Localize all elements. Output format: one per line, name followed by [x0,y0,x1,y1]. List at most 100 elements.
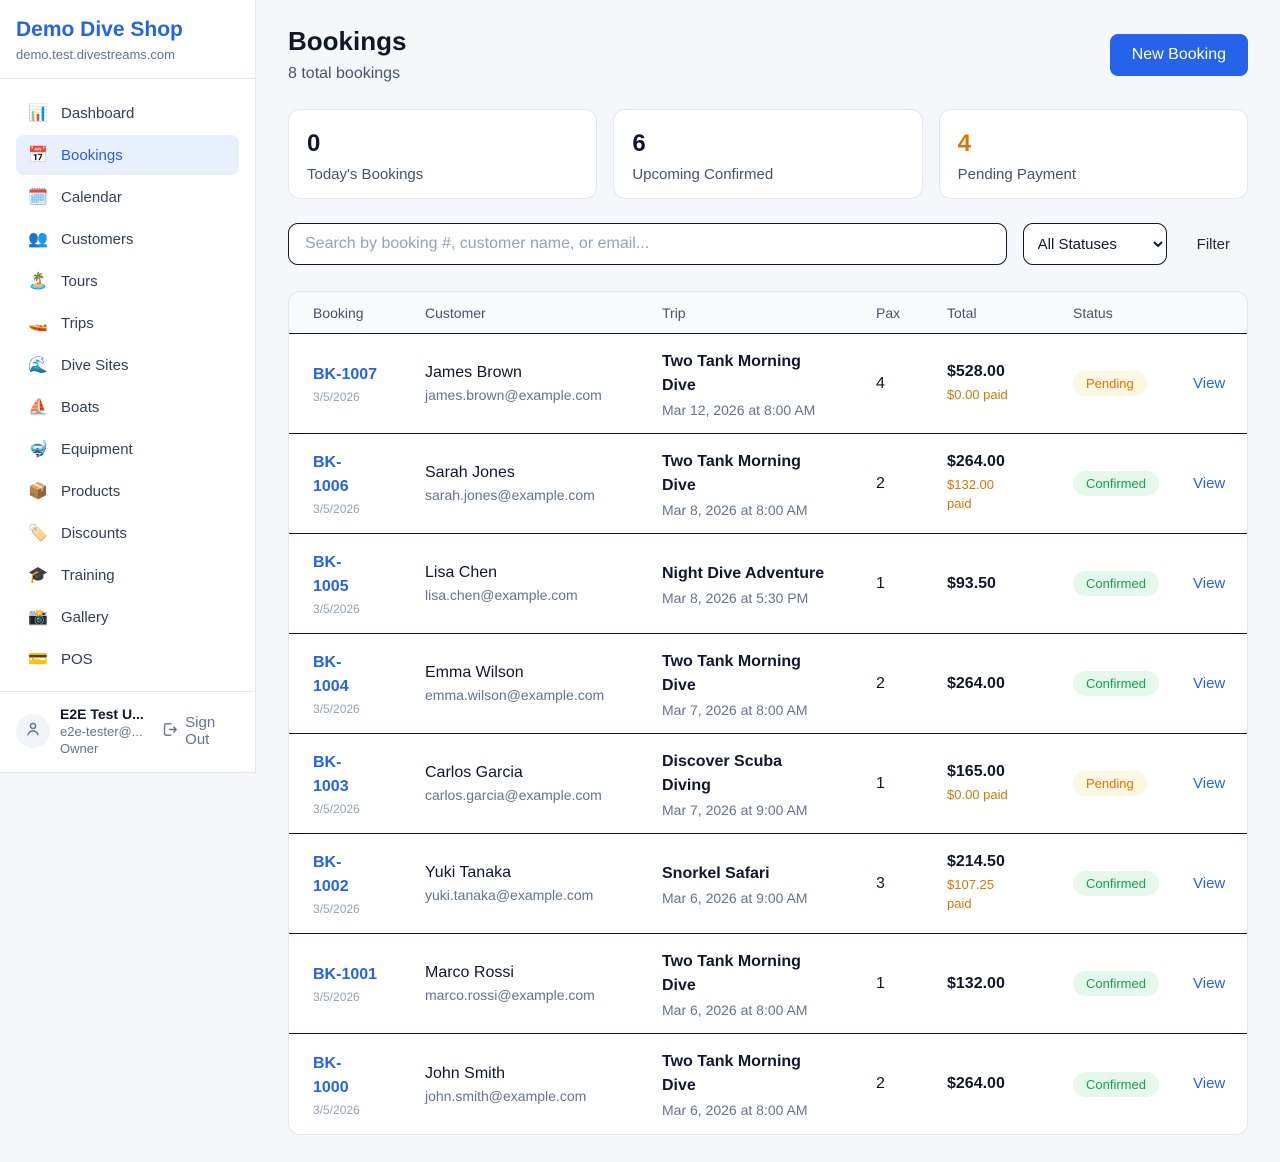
total-amount: $132.00 [947,974,1005,992]
view-link[interactable]: View [1193,1075,1226,1092]
sidebar-item-gallery[interactable]: 📸 Gallery [16,597,239,637]
stat-label: Upcoming Confirmed [632,166,774,183]
training-icon: 🎓 [28,567,48,584]
sign-out-button[interactable]: Sign Out [161,714,241,748]
customer-name: James Brown [425,364,522,381]
person-icon [24,720,42,743]
booking-number-link[interactable]: BK-1007 [313,366,378,383]
sidebar-item-tours[interactable]: 🏝️ Tours [16,261,239,301]
pax-count: 1 [876,574,885,592]
pax-count: 1 [876,974,885,992]
brand-domain: demo.test.divestreams.com [16,47,175,62]
sidebar-item-products[interactable]: 📦 Products [16,471,239,511]
booking-number-link[interactable]: BK- 1000 [313,1054,349,1096]
brand-name: Demo Dive Shop [16,18,183,41]
table-row: BK-1001 3/5/2026 Marco Rossi marco.rossi… [289,934,1247,1034]
sidebar-item-dive-sites[interactable]: 🌊 Dive Sites [16,345,239,385]
sign-out-label: Sign Out [185,714,216,748]
table-row: BK- 1004 3/5/2026 Emma Wilson emma.wilso… [289,634,1247,734]
table-header-row: Booking Customer Trip Pax Total Status [289,292,1247,334]
paid-amount: $0.00 paid [947,386,1008,402]
status-badge: Confirmed [1073,971,1159,996]
status-badge: Confirmed [1073,1071,1159,1097]
stat-label: Pending Payment [957,166,1077,183]
sidebar-item-label: Trips [61,314,94,332]
view-link[interactable]: View [1193,374,1226,392]
total-amount: $264.00 [947,674,1005,692]
equipment-icon: 🤿 [28,441,48,458]
trip-name: Discover Scuba Diving [662,752,783,794]
stats-row: 0 Today's Bookings 6 Upcoming Confirmed … [288,109,1248,199]
filter-button[interactable]: Filter [1196,235,1230,253]
user-role: Owner [60,741,99,756]
status-badge: Pending [1073,371,1147,396]
view-link[interactable]: View [1193,674,1226,692]
column-header-pax: Pax [876,304,901,321]
brand-block: Demo Dive Shop demo.test.divestreams.com [0,0,255,79]
customer-email: yuki.tanaka@example.com [425,887,594,903]
view-link[interactable]: View [1193,874,1226,892]
sidebar-item-label: Training [61,566,115,584]
trip-datetime: Mar 6, 2026 at 8:00 AM [662,1102,808,1118]
trip-name: Two Tank Morning Dive [662,652,801,694]
view-link[interactable]: View [1193,574,1226,592]
sidebar-item-training[interactable]: 🎓 Training [16,555,239,595]
stat-card-todays-bookings: 0 Today's Bookings [288,109,598,199]
sign-out-icon [161,721,178,742]
sidebar-nav: 📊 Dashboard 📅 Bookings 🗓️ Calendar 👥 Cus… [0,79,255,691]
sidebar-item-boats[interactable]: ⛵ Boats [16,387,239,427]
bookings-table: Booking Customer Trip Pax Total Status B… [288,291,1248,1135]
sidebar-item-label: Tours [61,272,98,290]
customer-name: Carlos Garcia [425,764,523,781]
trip-datetime: Mar 8, 2026 at 8:00 AM [662,501,808,518]
view-link[interactable]: View [1193,974,1226,992]
booking-number-link[interactable]: BK- 1004 [313,654,349,695]
sidebar-item-label: Gallery [61,608,109,626]
dashboard-icon: 📊 [28,105,48,122]
search-input[interactable] [288,223,1007,265]
booking-date: 3/5/2026 [313,990,360,1004]
booking-date: 3/5/2026 [313,502,360,516]
customer-email: marco.rossi@example.com [425,987,595,1003]
column-header-trip: Trip [662,304,686,321]
stat-value: 0 [307,130,321,157]
booking-number-link[interactable]: BK- 1006 [313,454,349,495]
stat-card-upcoming-confirmed: 6 Upcoming Confirmed [613,109,923,199]
pax-count: 4 [876,374,885,392]
table-row: BK- 1003 3/5/2026 Carlos Garcia carlos.g… [289,734,1247,834]
sidebar-item-dashboard[interactable]: 📊 Dashboard [16,93,239,133]
status-select[interactable]: All Statuses [1022,223,1167,265]
booking-number-link[interactable]: BK- 1002 [313,854,349,895]
sidebar-item-label: Products [61,482,121,500]
bookings-table-body: BK-1007 3/5/2026 James Brown james.brown… [289,334,1247,1134]
page-header: Bookings 8 total bookings New Booking [288,26,1248,83]
sidebar-item-discounts[interactable]: 🏷️ Discounts [16,513,239,553]
sidebar-item-equipment[interactable]: 🤿 Equipment [16,429,239,469]
sidebar-item-label: Equipment [61,440,133,458]
booking-number-link[interactable]: BK- 1003 [313,754,349,795]
pax-count: 2 [876,474,885,492]
customer-name: John Smith [425,1064,506,1082]
tours-icon: 🏝️ [28,273,48,290]
status-badge: Confirmed [1073,471,1159,496]
sidebar-item-calendar[interactable]: 🗓️ Calendar [16,177,239,217]
column-header-status: Status [1073,304,1113,321]
table-row: BK-1007 3/5/2026 James Brown james.brown… [289,334,1247,434]
pax-count: 2 [876,674,885,692]
sidebar-item-customers[interactable]: 👥 Customers [16,219,239,259]
table-row: BK- 1000 3/5/2026 John Smith john.smith@… [289,1034,1247,1134]
trip-name: Night Dive Adventure [662,564,825,582]
view-link[interactable]: View [1193,774,1226,792]
trip-datetime: Mar 7, 2026 at 9:00 AM [662,801,808,818]
sidebar: Demo Dive Shop demo.test.divestreams.com… [0,0,256,773]
status-badge: Confirmed [1073,571,1159,596]
sidebar-item-bookings[interactable]: 📅 Bookings [16,135,239,175]
booking-date: 3/5/2026 [313,702,360,716]
sidebar-item-pos[interactable]: 💳 POS [16,639,239,679]
sidebar-item-trips[interactable]: 🚤 Trips [16,303,239,343]
booking-number-link[interactable]: BK- 1005 [313,554,349,595]
new-booking-button[interactable]: New Booking [1109,34,1248,76]
stat-card-pending-payment: 4 Pending Payment [938,109,1248,199]
booking-number-link[interactable]: BK-1001 [313,966,378,983]
view-link[interactable]: View [1193,474,1226,492]
